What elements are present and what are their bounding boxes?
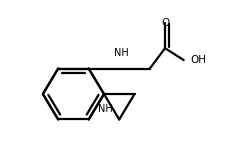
Text: OH: OH xyxy=(190,55,206,65)
Text: O: O xyxy=(160,18,169,28)
Text: NH: NH xyxy=(113,48,128,58)
Text: NH: NH xyxy=(98,104,112,114)
